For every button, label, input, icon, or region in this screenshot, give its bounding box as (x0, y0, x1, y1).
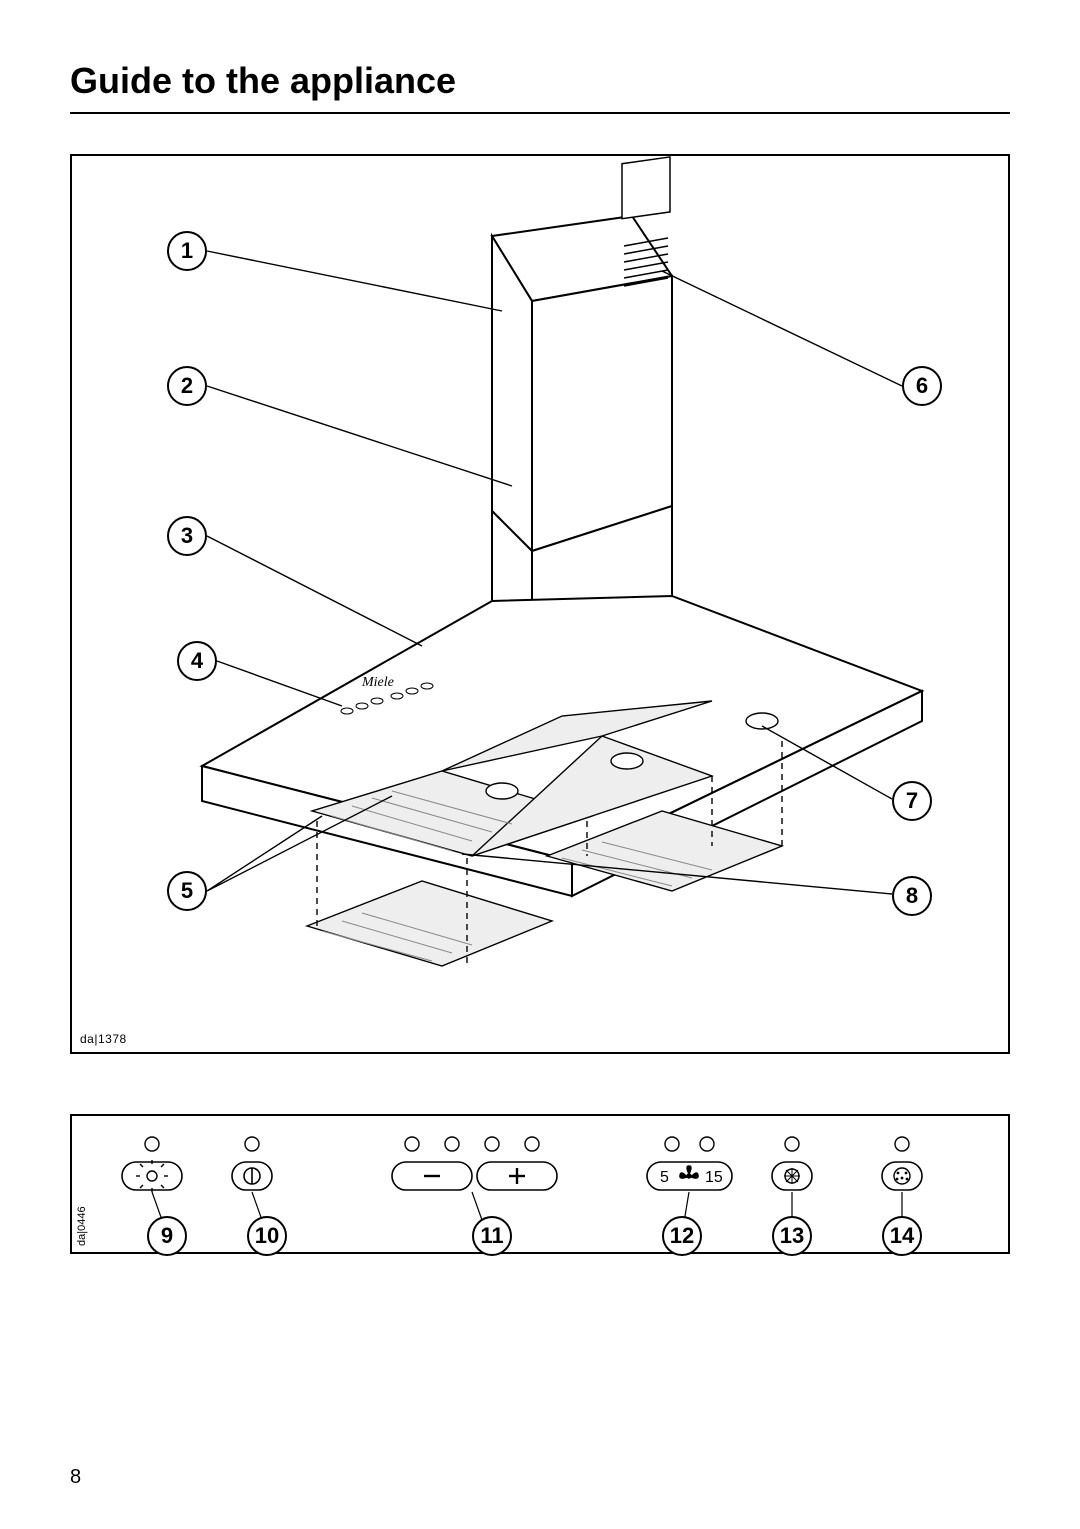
callout-10: 10 (247, 1216, 287, 1256)
callout-7: 7 (892, 781, 932, 821)
page-title: Guide to the appliance (70, 60, 1010, 102)
figure-ref-panel: da|0446 (76, 1206, 88, 1246)
appliance-svg: Miele (72, 156, 1012, 1056)
callout-14: 14 (882, 1216, 922, 1256)
callout-2: 2 (167, 366, 207, 406)
callout-9: 9 (147, 1216, 187, 1256)
callout-8: 8 (892, 876, 932, 916)
callout-1: 1 (167, 231, 207, 271)
delay-right: 15 (705, 1169, 723, 1186)
appliance-diagram: Miele 1 2 3 4 5 6 7 8 da|1378 (70, 154, 1010, 1054)
control-panel-diagram: 5 15 9 10 11 12 13 14 da|0446 (70, 1114, 1010, 1254)
page-number: 8 (70, 1466, 81, 1489)
callout-6: 6 (902, 366, 942, 406)
callout-3: 3 (167, 516, 207, 556)
figure-ref-main: da|1378 (80, 1032, 127, 1046)
callout-12: 12 (662, 1216, 702, 1256)
callout-13: 13 (772, 1216, 812, 1256)
callout-11: 11 (472, 1216, 512, 1256)
panel-svg: 5 15 (72, 1116, 1012, 1256)
delay-left: 5 (660, 1169, 669, 1186)
callout-5: 5 (167, 871, 207, 911)
callout-4: 4 (177, 641, 217, 681)
svg-text:Miele: Miele (361, 675, 394, 690)
page: Guide to the appliance (0, 0, 1080, 1529)
title-rule (70, 112, 1010, 114)
